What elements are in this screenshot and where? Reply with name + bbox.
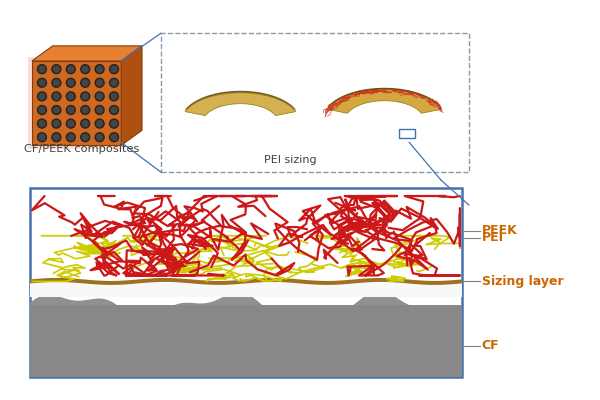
Polygon shape	[32, 46, 142, 61]
Circle shape	[68, 93, 74, 99]
Circle shape	[95, 106, 104, 114]
Text: PEI sizing: PEI sizing	[264, 155, 316, 165]
Circle shape	[37, 119, 46, 128]
Circle shape	[37, 78, 46, 87]
Circle shape	[82, 107, 88, 113]
Circle shape	[111, 107, 117, 113]
Circle shape	[111, 93, 117, 99]
Circle shape	[82, 80, 88, 86]
Polygon shape	[28, 57, 125, 149]
Circle shape	[97, 66, 103, 72]
Circle shape	[68, 66, 74, 72]
Circle shape	[110, 119, 119, 128]
Bar	[400, 128, 415, 138]
Circle shape	[39, 93, 45, 99]
Circle shape	[97, 121, 103, 126]
Circle shape	[111, 66, 117, 72]
Circle shape	[67, 78, 75, 87]
Circle shape	[95, 133, 104, 142]
Circle shape	[68, 80, 74, 86]
Circle shape	[97, 107, 103, 113]
Circle shape	[111, 134, 117, 140]
Polygon shape	[185, 93, 296, 116]
Circle shape	[82, 134, 88, 140]
Circle shape	[97, 80, 103, 86]
Polygon shape	[185, 91, 296, 114]
Circle shape	[39, 107, 45, 113]
Circle shape	[82, 66, 88, 72]
Circle shape	[110, 133, 119, 142]
Circle shape	[81, 133, 89, 142]
Circle shape	[82, 93, 88, 99]
Circle shape	[52, 78, 61, 87]
Circle shape	[81, 78, 89, 87]
Circle shape	[81, 106, 89, 114]
Circle shape	[67, 65, 75, 74]
Circle shape	[53, 66, 59, 72]
Bar	[161, 33, 469, 172]
Circle shape	[95, 119, 104, 128]
Circle shape	[53, 93, 59, 99]
Circle shape	[39, 80, 45, 86]
Polygon shape	[121, 46, 142, 145]
Circle shape	[67, 92, 75, 101]
Circle shape	[53, 121, 59, 126]
Circle shape	[53, 107, 59, 113]
Circle shape	[68, 107, 74, 113]
Circle shape	[95, 92, 104, 101]
Circle shape	[68, 134, 74, 140]
Text: CF/PEEK composites: CF/PEEK composites	[24, 144, 139, 154]
Circle shape	[81, 119, 89, 128]
Circle shape	[95, 65, 104, 74]
Circle shape	[37, 65, 46, 74]
Circle shape	[37, 106, 46, 114]
Circle shape	[39, 134, 45, 140]
Bar	[30, 188, 462, 377]
Text: CF: CF	[482, 340, 499, 352]
Circle shape	[67, 106, 75, 114]
Text: Sizing layer: Sizing layer	[482, 275, 563, 288]
Circle shape	[95, 78, 104, 87]
Polygon shape	[30, 290, 462, 377]
Circle shape	[110, 65, 119, 74]
Circle shape	[110, 78, 119, 87]
Bar	[30, 305, 462, 377]
Circle shape	[39, 121, 45, 126]
Bar	[30, 282, 462, 297]
Circle shape	[68, 121, 74, 126]
Polygon shape	[32, 61, 121, 145]
Circle shape	[111, 121, 117, 126]
Polygon shape	[327, 88, 442, 111]
Circle shape	[81, 65, 89, 74]
Circle shape	[39, 66, 45, 72]
Circle shape	[52, 133, 61, 142]
Polygon shape	[327, 90, 442, 113]
Circle shape	[97, 134, 103, 140]
Text: PEEK: PEEK	[482, 224, 517, 237]
Circle shape	[82, 121, 88, 126]
Circle shape	[53, 80, 59, 86]
Circle shape	[111, 80, 117, 86]
Circle shape	[52, 65, 61, 74]
Text: PEI: PEI	[482, 231, 504, 244]
Circle shape	[110, 92, 119, 101]
Circle shape	[97, 93, 103, 99]
Circle shape	[37, 133, 46, 142]
Polygon shape	[30, 278, 462, 285]
Circle shape	[110, 106, 119, 114]
Circle shape	[52, 92, 61, 101]
Circle shape	[52, 106, 61, 114]
Circle shape	[53, 134, 59, 140]
Circle shape	[67, 119, 75, 128]
Circle shape	[67, 133, 75, 142]
Circle shape	[52, 119, 61, 128]
Circle shape	[37, 92, 46, 101]
Circle shape	[81, 92, 89, 101]
